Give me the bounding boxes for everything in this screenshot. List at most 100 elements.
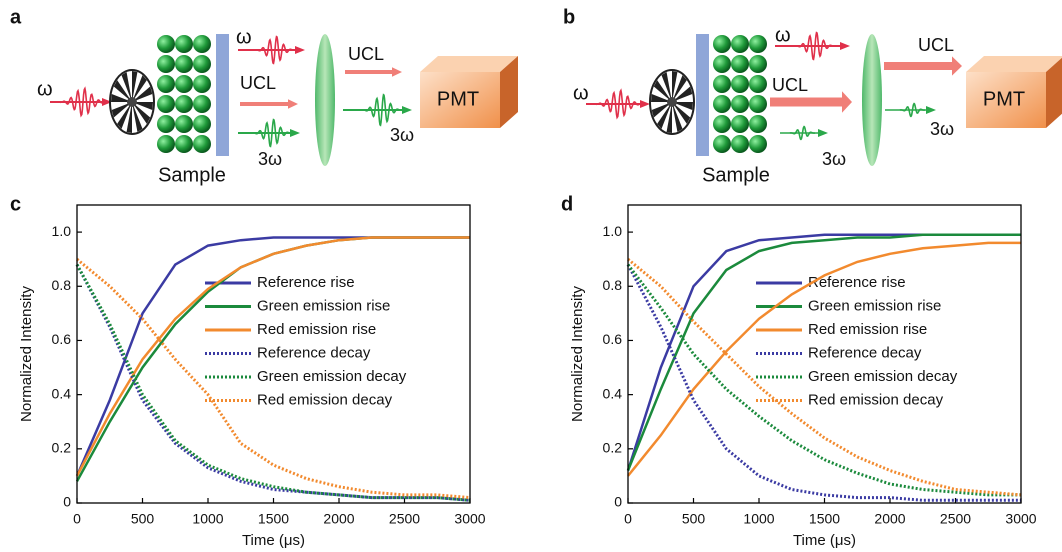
chopper-blade [126,102,132,133]
wave [362,93,402,127]
sample-particle [175,115,193,133]
y-tick-label: 0.6 [52,331,72,347]
x-tick-label: 1500 [258,511,289,527]
sample-particle [157,95,175,113]
legend-label: Reference rise [257,274,355,291]
chopper-blade [672,102,683,132]
chopper-blade [132,102,153,111]
legend-label: Red emission rise [257,321,376,338]
diagram-label: 3ω [822,149,846,169]
beam-head [392,67,402,77]
sample-particle [713,135,731,153]
sample-particle [193,115,211,133]
sample-particle [749,95,767,113]
chopper-blade [657,102,672,129]
legend-label: Reference decay [257,344,371,361]
diagram-label: ω [236,26,252,48]
chopper-blade [111,93,132,102]
legend-label: Green emission rise [257,297,390,314]
substrate [216,34,229,156]
wave [255,35,295,65]
sample-particle [175,135,193,153]
sample-particle [731,115,749,133]
substrate [696,34,709,156]
beam-head [402,106,412,114]
x-tick-label: 2500 [940,511,971,527]
legend-label: Green emission rise [808,297,941,314]
x-axis-label: Time (μs) [242,532,305,549]
y-tick-label: 1.0 [603,223,623,239]
x-axis-label: Time (μs) [793,532,856,549]
y-tick-label: 0 [63,494,71,510]
plot-frame [76,204,471,504]
sample-particle [731,75,749,93]
chopper-blade [111,102,132,118]
chopper-blade [666,102,672,133]
beam-head [288,99,298,109]
y-axis-label: Normalized Intensity [18,286,35,422]
sample-particle [713,75,731,93]
beam-head [840,42,850,50]
diagram-label: Sample [702,164,770,186]
chopper-blade [132,75,147,102]
x-tick-label: 1000 [743,511,774,527]
sample-particle [193,135,211,153]
sample-particle [749,35,767,53]
chopper-blade [653,80,672,102]
chopper-blade [651,102,672,118]
y-tick-label: 0.2 [52,440,72,456]
sample-particle [731,55,749,73]
beam-head [818,129,828,137]
diagram-label: PMT [983,88,1025,110]
y-tick-label: 0.8 [603,277,623,293]
lens [862,34,882,166]
pmt-side [500,56,518,128]
beam-head [102,98,112,106]
x-tick-label: 0 [73,511,81,527]
x-tick-label: 2500 [389,511,420,527]
series-line [75,236,470,477]
legend-label: Green emission decay [808,368,958,385]
x-tick-label: 500 [131,511,155,527]
pmt-top [420,56,518,72]
pmt-front [966,72,1046,128]
wave [252,118,292,148]
series-line [76,258,471,500]
chopper-blade [672,102,693,111]
sample-particle [175,55,193,73]
wave [899,102,926,118]
series-line [626,263,1021,497]
sample-particle [157,35,175,53]
lens [315,34,335,166]
series-line [626,263,1021,502]
diagram-label: 3ω [930,119,954,139]
diagram-label: UCL [240,73,276,93]
pmt-top [966,56,1062,72]
y-tick-label: 0.4 [603,385,623,401]
diagram-label: 3ω [390,125,414,145]
x-tick-label: 2000 [874,511,905,527]
diagram-label: UCL [918,35,954,55]
sample-particle [713,55,731,73]
diagram-label: ω [775,24,791,46]
chopper-blade [132,102,151,124]
chopper-blade [672,71,678,102]
beam-head [290,129,300,137]
wave [795,31,835,61]
legend-label: Red emission rise [808,321,927,338]
panel-label: b [563,6,575,28]
diagram-label: PMT [437,88,479,110]
chopper-blade [132,86,153,102]
y-tick-label: 0.4 [52,385,72,401]
sample-particle [713,95,731,113]
x-tick-label: 1500 [809,511,840,527]
x-tick-label: 500 [682,511,706,527]
y-tick-label: 0.2 [603,440,623,456]
legend-label: Red emission decay [808,391,944,408]
y-tick-label: 1.0 [52,223,72,239]
x-tick-label: 3000 [1005,511,1036,527]
pmt-front [420,72,500,128]
sample-particle [193,35,211,53]
